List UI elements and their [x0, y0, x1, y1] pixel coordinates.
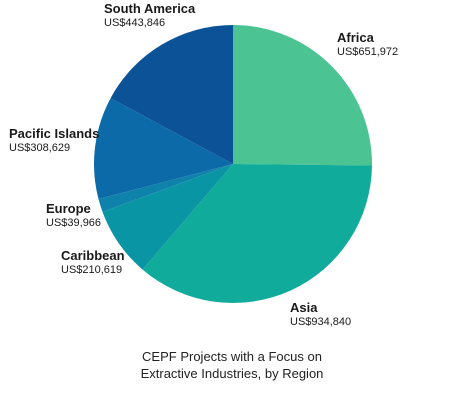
- pie-slice-south-america: [110, 25, 233, 164]
- chart-title-line-2: Extractive Industries, by Region: [141, 366, 324, 381]
- slice-value-caribbean: US$210,619: [61, 264, 122, 276]
- slice-value-asia: US$934,840: [290, 316, 351, 328]
- slice-label-europe: Europe: [46, 201, 91, 216]
- pie-slice-africa: [233, 25, 372, 166]
- slice-label-caribbean: Caribbean: [61, 248, 125, 263]
- pie-slices: [94, 25, 372, 303]
- slice-value-south-america: US$443,846: [104, 17, 165, 29]
- slice-value-europe: US$39,966: [46, 217, 101, 229]
- slice-value-africa: US$651,972: [337, 46, 398, 58]
- slice-label-south-america: South America: [104, 1, 196, 16]
- pie-slice-asia: [142, 164, 372, 303]
- slice-label-africa: Africa: [337, 30, 375, 45]
- slice-labels: AfricaUS$651,972AsiaUS$934,840CaribbeanU…: [9, 1, 398, 328]
- slice-value-pacific-islands: US$308,629: [9, 142, 70, 154]
- pie-slice-pacific-islands: [94, 98, 233, 200]
- pie-slice-caribbean: [102, 164, 233, 270]
- chart-title-line-1: CEPF Projects with a Focus on: [142, 349, 322, 364]
- pie-slice-europe: [98, 164, 234, 212]
- slice-label-asia: Asia: [290, 300, 318, 315]
- slice-label-pacific-islands: Pacific Islands: [9, 126, 99, 141]
